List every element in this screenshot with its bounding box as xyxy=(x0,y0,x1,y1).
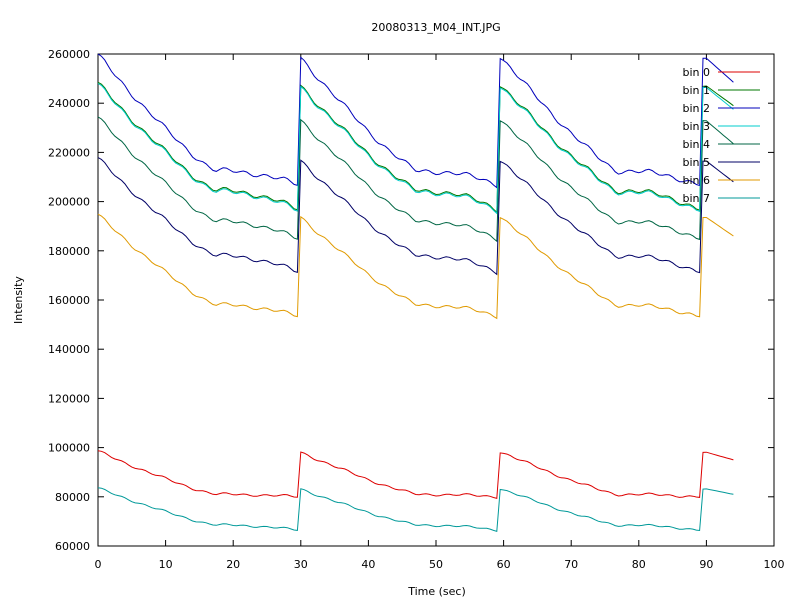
y-tick-label: 80000 xyxy=(55,491,90,504)
legend-label: bin 2 xyxy=(682,102,710,115)
plot-frame xyxy=(97,53,775,547)
series-line-bin-0 xyxy=(97,450,734,500)
y-tick-label: 120000 xyxy=(48,392,90,405)
x-tick-label: 60 xyxy=(497,558,511,571)
x-tick-label: 70 xyxy=(564,558,578,571)
series-line-bin-3 xyxy=(97,83,734,215)
y-tick-label: 240000 xyxy=(48,97,90,110)
legend-label: bin 1 xyxy=(682,84,710,97)
series-line-bin-5 xyxy=(97,157,734,276)
x-axis: 0 10 20 30 40 50 60 70 80 90 100 xyxy=(95,54,785,571)
series-line-bin-1 xyxy=(97,81,734,214)
legend-label: bin 7 xyxy=(682,192,710,205)
y-tick-label: 140000 xyxy=(48,343,90,356)
y-tick-label: 260000 xyxy=(48,48,90,61)
x-tick-label: 0 xyxy=(95,558,102,571)
legend-label: bin 0 xyxy=(682,66,710,79)
x-tick-label: 30 xyxy=(294,558,308,571)
legend-label: bin 3 xyxy=(682,120,710,133)
series-line-bin-2 xyxy=(97,53,734,189)
series-line-bin-4 xyxy=(97,116,734,243)
y-tick-label: 60000 xyxy=(55,540,90,553)
legend-label: bin 5 xyxy=(682,156,710,169)
series-line-bin-7 xyxy=(97,487,734,532)
x-tick-label: 100 xyxy=(764,558,785,571)
y-tick-label: 220000 xyxy=(48,146,90,159)
y-tick-label: 160000 xyxy=(48,294,90,307)
y-axis-label: Intensity xyxy=(12,276,25,324)
x-axis-label: Time (sec) xyxy=(407,585,466,598)
legend: bin 0 bin 1 bin 2 bin 3 bin 4 bin 5 bin 6 bin 7 xyxy=(682,66,760,205)
y-tick-label: 100000 xyxy=(48,442,90,455)
x-tick-label: 10 xyxy=(159,558,173,571)
x-tick-label: 20 xyxy=(226,558,240,571)
y-tick-label: 180000 xyxy=(48,245,90,258)
x-tick-label: 80 xyxy=(632,558,646,571)
chart-title: 20080313_M04_INT.JPG xyxy=(371,21,500,34)
legend-label: bin 6 xyxy=(682,174,710,187)
y-tick-label: 200000 xyxy=(48,196,90,209)
x-tick-label: 40 xyxy=(361,558,375,571)
y-axis: 60000 80000 100000 120000 140000 160000 180000… xyxy=(48,48,774,553)
series-line-bin-6 xyxy=(97,213,734,320)
x-tick-label: 50 xyxy=(429,558,443,571)
series-layer xyxy=(97,53,734,532)
legend-label: bin 4 xyxy=(682,138,710,151)
x-tick-label: 90 xyxy=(699,558,713,571)
